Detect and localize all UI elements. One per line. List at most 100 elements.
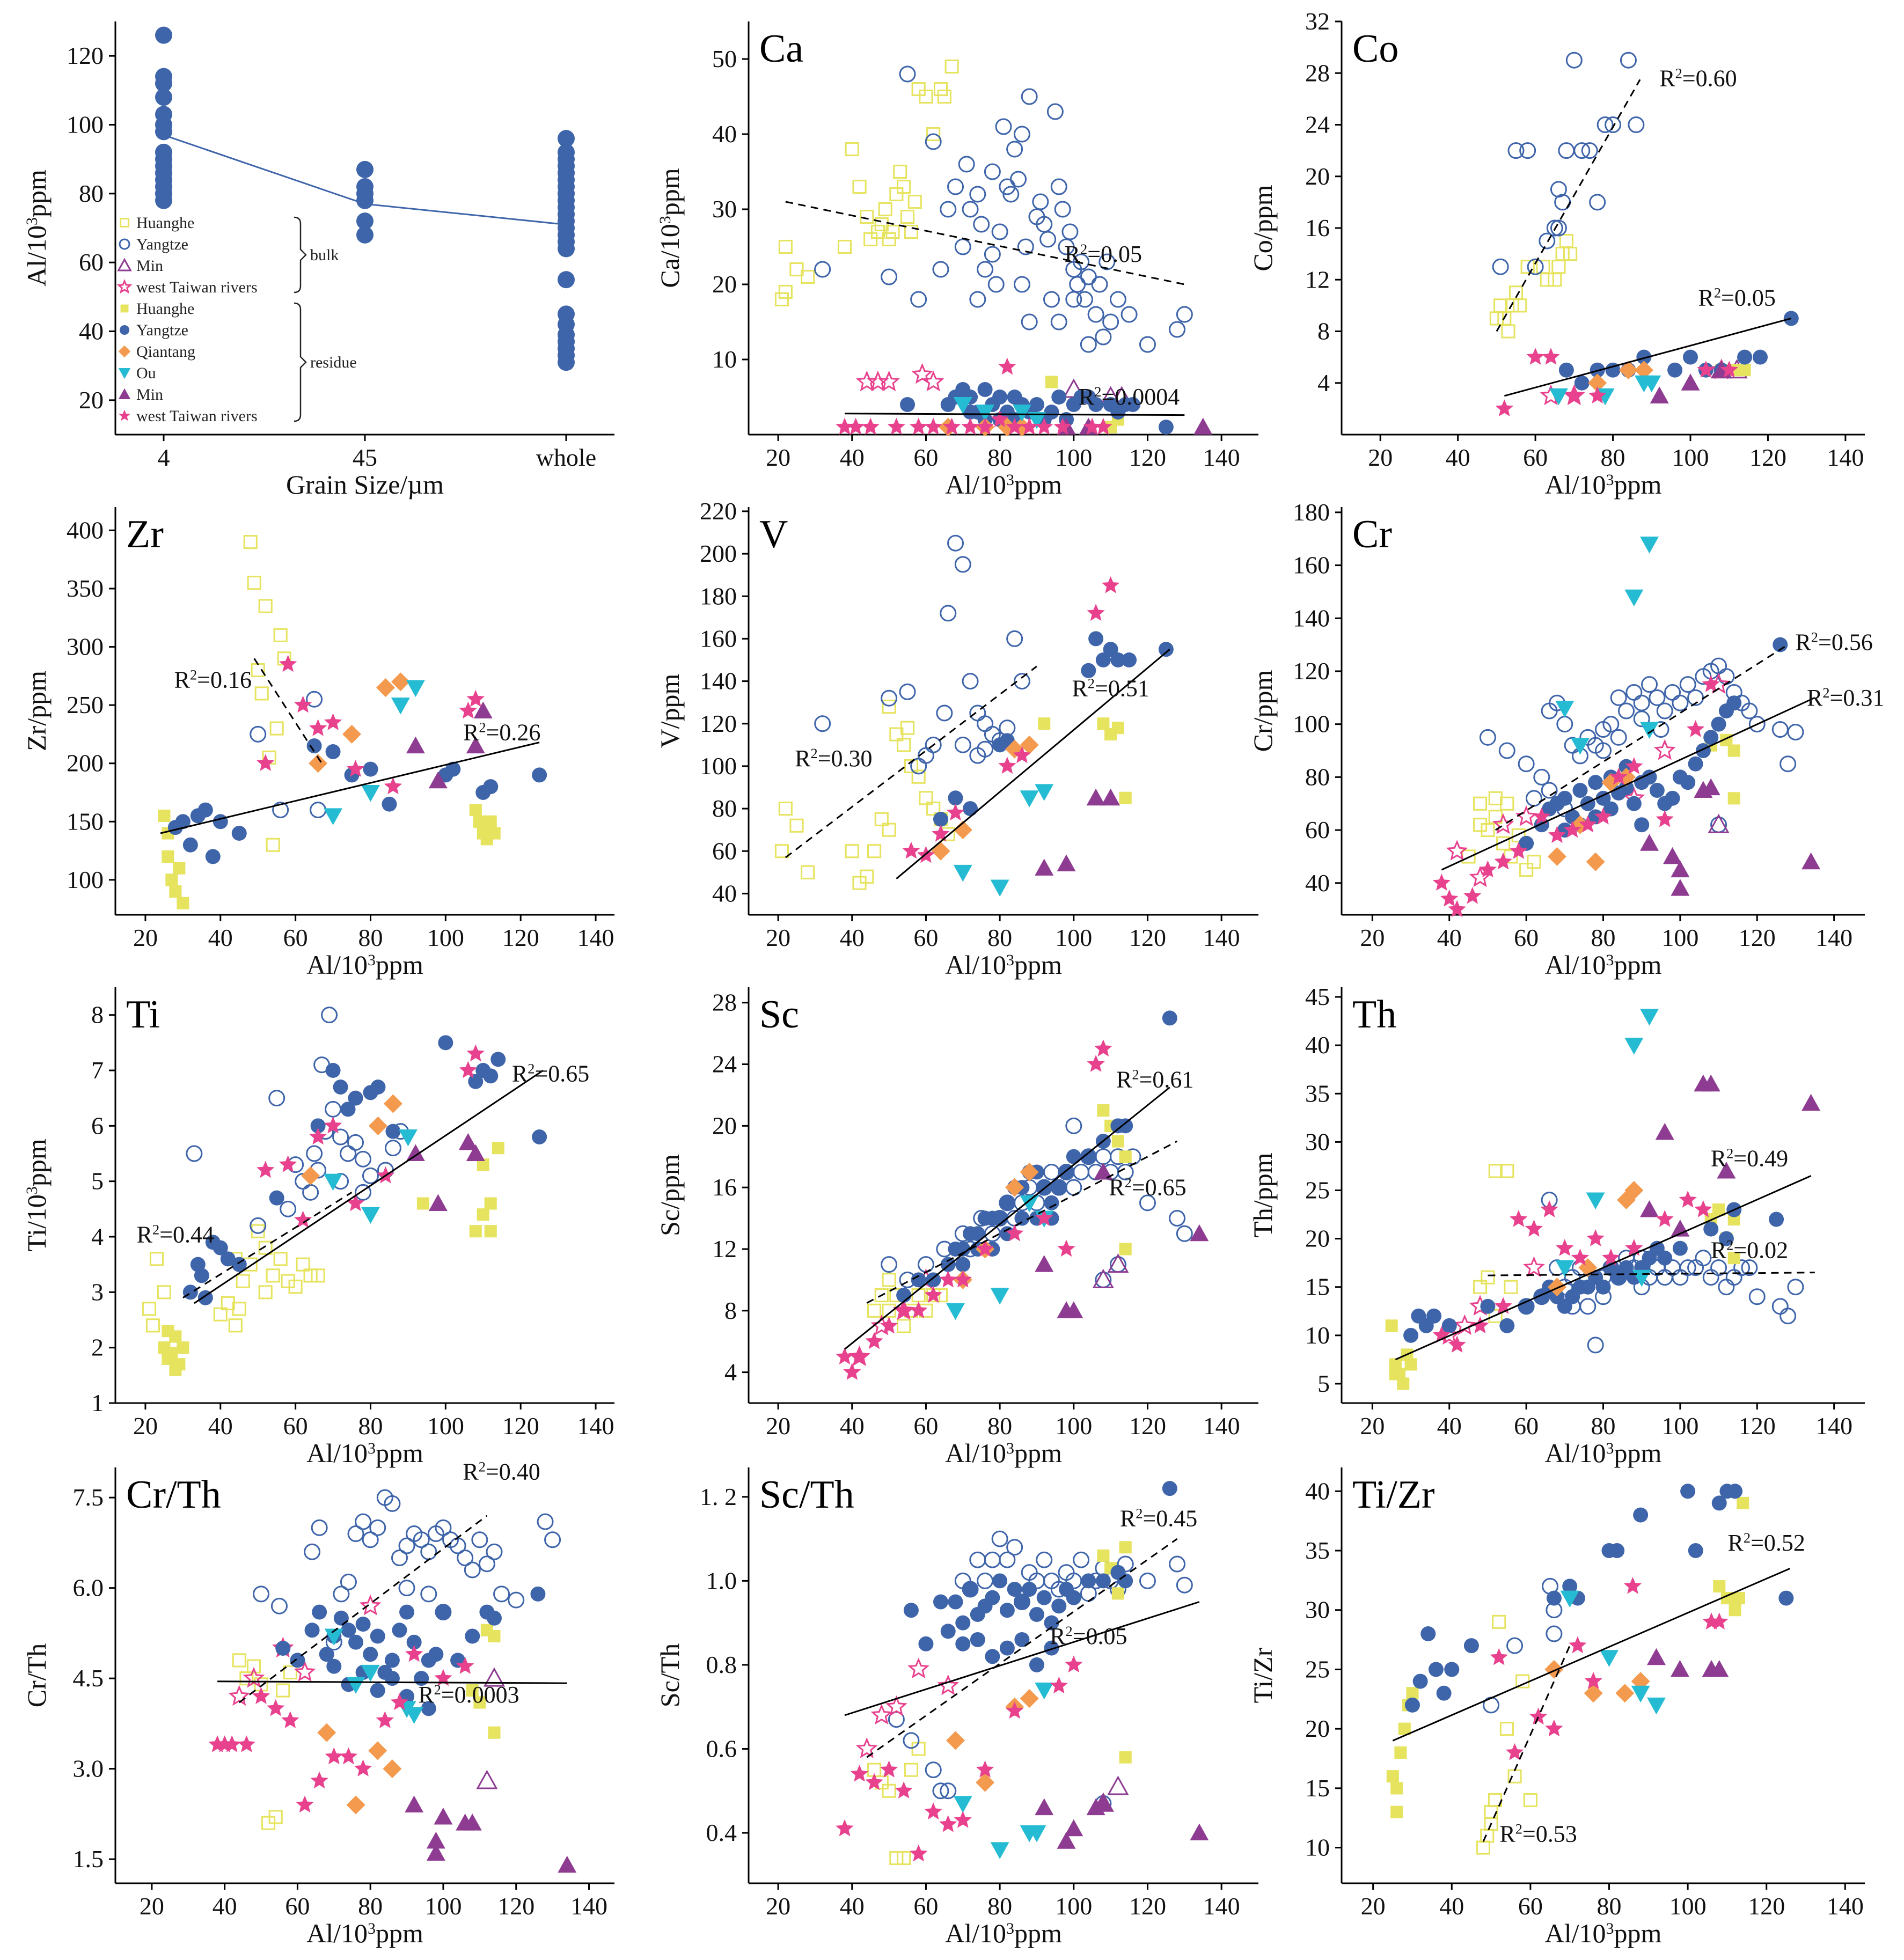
x-tick-label: 20 (140, 1892, 164, 1920)
data-point (1158, 642, 1174, 657)
x-tick-label: 20 (1360, 924, 1385, 951)
data-point (946, 803, 965, 821)
data-point (356, 226, 374, 244)
data-point (1035, 1209, 1053, 1226)
data-point (162, 850, 174, 863)
data-point (1038, 717, 1051, 730)
data-point (232, 1302, 246, 1316)
data-point (1448, 1335, 1466, 1353)
data-point (924, 417, 942, 435)
data-point (902, 841, 920, 859)
data-point (1649, 689, 1666, 706)
data-point (963, 405, 978, 420)
data-point (1727, 1484, 1743, 1499)
data-point (1741, 1259, 1758, 1276)
data-point (1679, 1259, 1696, 1276)
x-tick-label: 40 (840, 1412, 865, 1440)
x-tick-label: 80 (987, 1892, 1012, 1920)
y-tick-label: 120 (1293, 657, 1330, 685)
data-point (1061, 223, 1079, 240)
data-point (998, 757, 1016, 774)
data-point (1594, 807, 1613, 825)
data-point (931, 841, 950, 861)
data-point (1094, 1162, 1113, 1180)
data-point (253, 1585, 270, 1603)
data-point (420, 1543, 437, 1560)
r-squared-label: R2=0.52 (1728, 1530, 1805, 1556)
data-point (236, 1274, 250, 1288)
data-point (301, 1166, 320, 1185)
series-res-huanghe (1386, 1496, 1749, 1818)
r-squared-label: R2=0.31 (1807, 685, 1884, 711)
legend-marker-bulk-min (117, 258, 132, 271)
data-point (1694, 1200, 1712, 1217)
data-point (1609, 767, 1628, 785)
y-axis-title: Zr/ppm (21, 671, 52, 751)
data-point (473, 1696, 486, 1709)
panel-title: Sc (759, 993, 799, 1037)
data-point (1802, 1093, 1821, 1111)
data-point (1095, 1573, 1111, 1589)
data-point (1110, 652, 1126, 667)
x-tick-label: 4 (158, 444, 170, 471)
fit-line-residue (1395, 1175, 1812, 1361)
data-point (347, 1134, 364, 1151)
data-point (1665, 790, 1680, 806)
data-point (532, 767, 547, 783)
data-point (1550, 181, 1567, 198)
data-point (845, 844, 859, 858)
data-point (999, 1195, 1015, 1210)
data-point (155, 68, 172, 85)
data-point (1771, 721, 1789, 738)
data-point (544, 1531, 561, 1548)
x-axis-title: Al/103ppm (945, 1918, 1062, 1948)
data-point (258, 599, 273, 613)
data-point (319, 1647, 334, 1662)
data-point (893, 164, 907, 179)
data-point (177, 1341, 189, 1354)
data-point (421, 1701, 436, 1716)
data-point (789, 262, 804, 277)
data-point (488, 1629, 501, 1643)
x-tick-label: whole (536, 444, 596, 471)
x-tick-label: 80 (1591, 1412, 1616, 1440)
data-point (428, 771, 448, 789)
data-point (1389, 1368, 1402, 1381)
r-squared-label: R2=0.56 (1795, 629, 1872, 655)
data-point (406, 736, 425, 754)
data-point (778, 239, 793, 254)
data-point (1107, 1253, 1129, 1273)
data-point (903, 1732, 920, 1749)
data-point (963, 1582, 978, 1597)
data-point (257, 754, 275, 771)
data-point (937, 1674, 960, 1695)
fit-line-bulk (785, 665, 1037, 858)
data-point (426, 1831, 445, 1849)
data-point (1587, 1337, 1604, 1354)
data-point (1727, 792, 1740, 805)
legend-marker-res-qiantang (118, 345, 131, 358)
data-point (1642, 375, 1661, 393)
data-point (1681, 373, 1700, 391)
data-point (468, 1074, 484, 1089)
data-point (294, 1661, 316, 1682)
data-point (1663, 847, 1682, 864)
series-res-min (1650, 361, 1731, 403)
data-point (469, 804, 482, 817)
x-tick-label: 40 (840, 444, 865, 471)
data-point (1519, 835, 1534, 851)
y-tick-label: 4 (724, 1359, 737, 1386)
data-point (213, 1307, 228, 1322)
data-point (855, 1737, 878, 1758)
data-point (1473, 818, 1488, 832)
data-point (911, 1272, 926, 1288)
data-point (1386, 1770, 1399, 1783)
series-bulk-yangtze (881, 1117, 1193, 1288)
data-point (340, 1573, 357, 1590)
data-point (865, 1332, 883, 1349)
y-tick-label: 10 (1305, 1322, 1330, 1349)
data-point (370, 1080, 386, 1095)
data-point (895, 1301, 913, 1318)
data-point (1703, 1221, 1719, 1237)
data-point (1551, 260, 1566, 274)
